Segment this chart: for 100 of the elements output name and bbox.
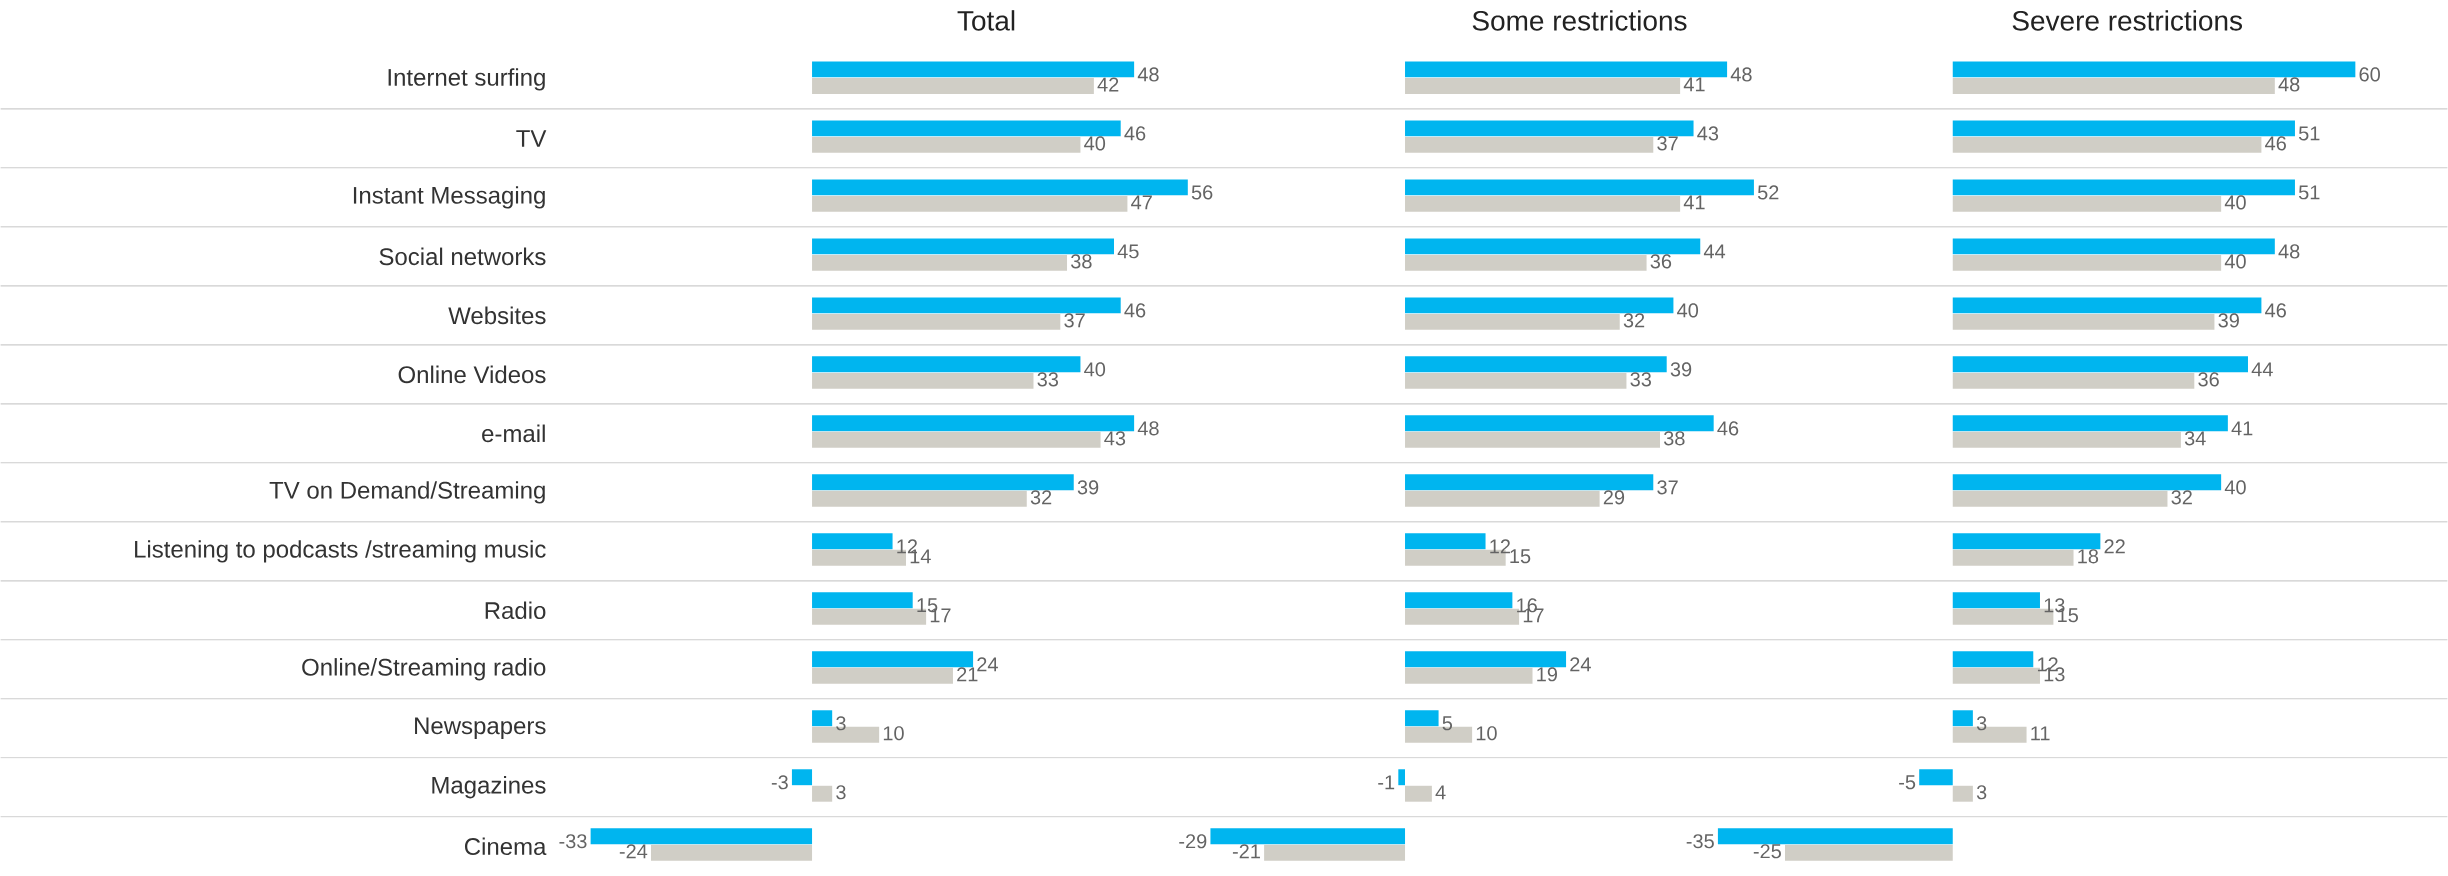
- bar: [812, 78, 1094, 95]
- bar: [812, 533, 893, 550]
- bar: [590, 828, 813, 845]
- data-label: 37: [1064, 313, 1085, 328]
- data-label: 3: [836, 785, 846, 800]
- bar: [1405, 373, 1627, 389]
- data-label: 56: [1191, 185, 1213, 200]
- bar: [651, 844, 813, 861]
- data-label: 48: [1137, 67, 1159, 82]
- bar: [1952, 78, 2275, 95]
- bar: [1952, 255, 2222, 271]
- bar: [1952, 297, 2262, 314]
- bar: [1785, 844, 1953, 861]
- data-label: 24: [1570, 657, 1591, 672]
- bar: [1919, 769, 1953, 786]
- bar: [1405, 785, 1432, 802]
- data-label: -25: [1753, 844, 1781, 859]
- data-label: 10: [1476, 726, 1497, 741]
- data-label: 41: [1683, 195, 1705, 210]
- bar: [1952, 373, 2195, 389]
- bar: [1405, 356, 1667, 373]
- bar: [1405, 61, 1728, 78]
- data-label: 46: [1124, 303, 1146, 318]
- y-tick-label: Radio: [485, 601, 546, 620]
- bar: [812, 415, 1135, 432]
- bar: [812, 474, 1074, 491]
- bar: [1405, 592, 1513, 609]
- data-label: 43: [1104, 431, 1126, 446]
- data-label: 11: [2031, 726, 2050, 741]
- bar: [1405, 710, 1439, 727]
- data-label: 15: [1510, 549, 1531, 564]
- bar: [1952, 710, 1973, 727]
- chart-title: Total: [957, 10, 1015, 31]
- data-label: -24: [619, 844, 648, 859]
- bar: [1952, 356, 2248, 373]
- data-label: 39: [1670, 362, 1692, 377]
- y-tick-label: Instant Messaging: [353, 186, 545, 209]
- bar: [812, 592, 913, 609]
- bar: [812, 651, 974, 668]
- bar: [812, 356, 1081, 373]
- data-label: 32: [2171, 490, 2192, 505]
- bar: [1405, 255, 1647, 271]
- bar: [812, 490, 1027, 507]
- data-label: 51: [2298, 126, 2320, 141]
- bar: [812, 373, 1034, 389]
- chart-title: Severe restrictions: [2012, 10, 2243, 31]
- data-label: 18: [2078, 549, 2099, 564]
- bar: [1952, 592, 2040, 609]
- data-label: 4: [1435, 785, 1446, 800]
- data-label: 47: [1131, 195, 1152, 210]
- bar: [1405, 474, 1654, 491]
- bar: [1952, 490, 2168, 507]
- data-label: 21: [957, 667, 978, 682]
- y-tick-label: Listening to podcasts /streaming music: [135, 540, 546, 563]
- data-label: 36: [1650, 254, 1672, 269]
- data-label: 24: [977, 657, 998, 672]
- bar: [1952, 120, 2295, 137]
- data-label: 48: [1137, 421, 1159, 436]
- bar: [1952, 667, 2040, 684]
- data-label: 36: [2198, 372, 2219, 387]
- bar: [812, 120, 1121, 137]
- data-label: 32: [1030, 490, 1052, 505]
- data-label: 48: [2278, 77, 2300, 92]
- data-label: 51: [2298, 185, 2320, 200]
- bar: [812, 196, 1128, 212]
- data-label: 48: [1730, 67, 1752, 82]
- bar: [812, 785, 833, 802]
- bar: [1405, 137, 1654, 154]
- bar: [1398, 769, 1406, 786]
- bar: [1952, 432, 2181, 448]
- bar: [1405, 314, 1620, 330]
- data-label: 40: [1084, 136, 1106, 151]
- data-label: -29: [1179, 834, 1207, 849]
- bar: [1952, 651, 2034, 668]
- data-label: 34: [2184, 431, 2206, 446]
- data-label: 37: [1657, 136, 1678, 151]
- data-label: 40: [2224, 195, 2246, 210]
- data-label: 22: [2104, 539, 2125, 554]
- data-label: 46: [1717, 421, 1739, 436]
- bar: [1405, 238, 1701, 255]
- data-label: 60: [2359, 67, 2380, 82]
- data-label: 33: [1037, 372, 1059, 387]
- data-label: 33: [1630, 372, 1651, 387]
- y-tick-label: Social networks: [379, 247, 546, 266]
- bar: [1952, 137, 2262, 154]
- bar: [812, 667, 953, 684]
- bar: [1405, 533, 1486, 550]
- data-label: -21: [1232, 844, 1260, 859]
- data-label: 43: [1697, 126, 1719, 141]
- data-label: 46: [2265, 136, 2286, 151]
- data-label: -35: [1686, 834, 1714, 849]
- data-label: 44: [2251, 362, 2273, 377]
- y-tick-label: Magazines: [432, 776, 546, 799]
- data-label: -3: [771, 775, 788, 790]
- bar: [812, 137, 1081, 154]
- data-label: 5: [1442, 716, 1453, 731]
- bar: [1405, 432, 1660, 448]
- data-label: 40: [2224, 480, 2246, 495]
- bar: [812, 297, 1121, 314]
- bar: [1952, 179, 2295, 196]
